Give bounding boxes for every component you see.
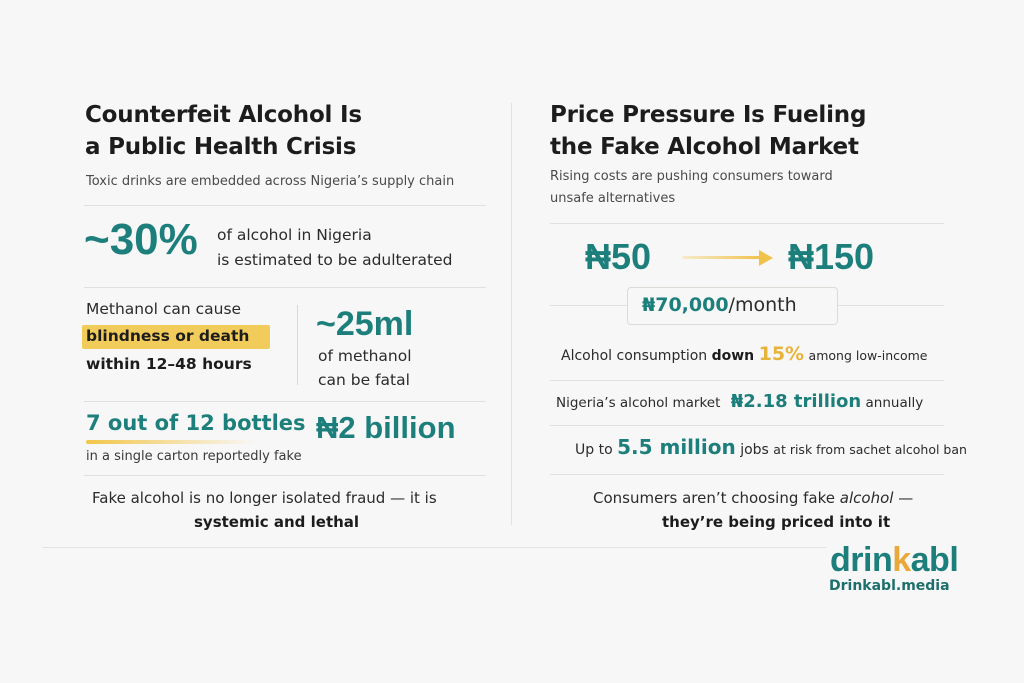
- left-title-line2: a Public Health Crisis: [85, 134, 357, 160]
- stat2-line1: of methanol: [318, 347, 412, 365]
- stat2-line2: can be fatal: [318, 371, 410, 389]
- brand-url[interactable]: Drinkabl.media: [829, 578, 950, 594]
- jobs-suffix: at risk from sachet alcohol ban: [773, 442, 967, 457]
- divider: [550, 474, 944, 475]
- right-conclusion-italic: alcohol: [839, 489, 894, 507]
- monthly-value: ₦70,000: [642, 294, 729, 316]
- stat1-line1: of alcohol in Nigeria: [217, 226, 372, 244]
- vertical-divider: [297, 305, 298, 385]
- billion-stat: ₦2 billion: [316, 410, 456, 445]
- divider: [84, 205, 486, 206]
- price-to: ₦150: [788, 236, 875, 277]
- methanol-line3: within 12–48 hours: [86, 355, 252, 373]
- footer-divider: [42, 547, 826, 548]
- drinkabl-logo: drinkabl: [830, 541, 959, 579]
- stat1-line2: is estimated to be adulterated: [217, 251, 453, 269]
- market-prefix: Nigeria’s alcohol market: [556, 395, 721, 411]
- underline-accent: [86, 440, 256, 444]
- market-row: Nigeria’s alcohol market ₦2.18 trillion …: [556, 391, 923, 412]
- highlight-marker: [82, 325, 270, 349]
- bottles-caption: in a single carton reportedly fake: [86, 449, 302, 464]
- jobs-mid: jobs: [740, 442, 769, 458]
- left-conclusion-line1: Fake alcohol is no longer isolated fraud…: [92, 489, 437, 507]
- divider: [550, 380, 944, 381]
- left-subtitle: Toxic drinks are embedded across Nigeria…: [86, 174, 455, 189]
- divider: [550, 425, 944, 426]
- monthly-unit: /month: [728, 294, 797, 316]
- right-title-line2: the Fake Alcohol Market: [550, 134, 859, 160]
- consumption-prefix: Alcohol consumption: [561, 348, 708, 364]
- arrow-line: [682, 256, 762, 259]
- monthly-income-box: [627, 287, 838, 325]
- left-conclusion-line2: systemic and lethal: [194, 513, 360, 531]
- divider: [84, 401, 486, 402]
- market-value: ₦2.18 trillion: [730, 391, 862, 412]
- market-suffix: annually: [865, 395, 924, 411]
- column-divider: [511, 103, 512, 525]
- right-subtitle-line2: unsafe alternatives: [550, 191, 676, 206]
- methanol-line2: blindness or death: [86, 327, 250, 345]
- left-title-line1: Counterfeit Alcohol Is: [85, 102, 362, 128]
- right-conclusion-dash: —: [893, 489, 914, 507]
- jobs-value: 5.5 million: [617, 435, 736, 459]
- right-title-line1: Price Pressure Is Fueling: [550, 102, 867, 128]
- divider: [84, 287, 486, 288]
- arrow-right-icon: [759, 250, 773, 266]
- right-conclusion-line1: Consumers aren’t choosing fake alcohol —: [593, 489, 913, 507]
- right-conclusion-text: Consumers aren’t choosing fake: [593, 489, 835, 507]
- adulterated-percent-stat: ~30%: [84, 215, 198, 264]
- price-from: ₦50: [585, 236, 652, 277]
- methanol-dose-stat: ~25ml: [316, 305, 414, 343]
- monthly-income: ₦70,000/month: [642, 294, 797, 316]
- bottles-headline: 7 out of 12 bottles: [86, 411, 306, 435]
- consumption-value: 15%: [758, 343, 805, 365]
- consumption-bold: down: [711, 348, 755, 364]
- right-conclusion-line2: they’re being priced into it: [662, 513, 891, 531]
- right-subtitle-line1: Rising costs are pushing consumers towar…: [550, 169, 833, 184]
- jobs-row: Up to 5.5 million jobs at risk from sach…: [575, 435, 967, 459]
- consumption-row: Alcohol consumption down 15% among low-i…: [561, 343, 928, 365]
- divider: [84, 475, 486, 476]
- fake-bottles-stat: 7 out of 12 bottles: [86, 411, 306, 435]
- jobs-prefix: Up to: [575, 442, 613, 458]
- divider: [550, 223, 944, 224]
- methanol-line1: Methanol can cause: [86, 300, 242, 318]
- consumption-suffix: among low-income: [808, 348, 928, 363]
